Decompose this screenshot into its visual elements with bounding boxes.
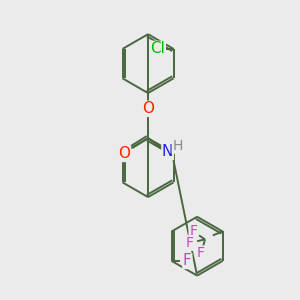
Text: N: N bbox=[162, 145, 173, 160]
Text: H: H bbox=[172, 139, 183, 153]
Text: F: F bbox=[189, 224, 197, 239]
Text: Cl: Cl bbox=[150, 41, 165, 56]
Text: O: O bbox=[142, 101, 154, 116]
Text: F: F bbox=[185, 236, 193, 250]
Text: F: F bbox=[197, 246, 205, 260]
Text: F: F bbox=[183, 254, 192, 268]
Text: O: O bbox=[118, 146, 130, 161]
